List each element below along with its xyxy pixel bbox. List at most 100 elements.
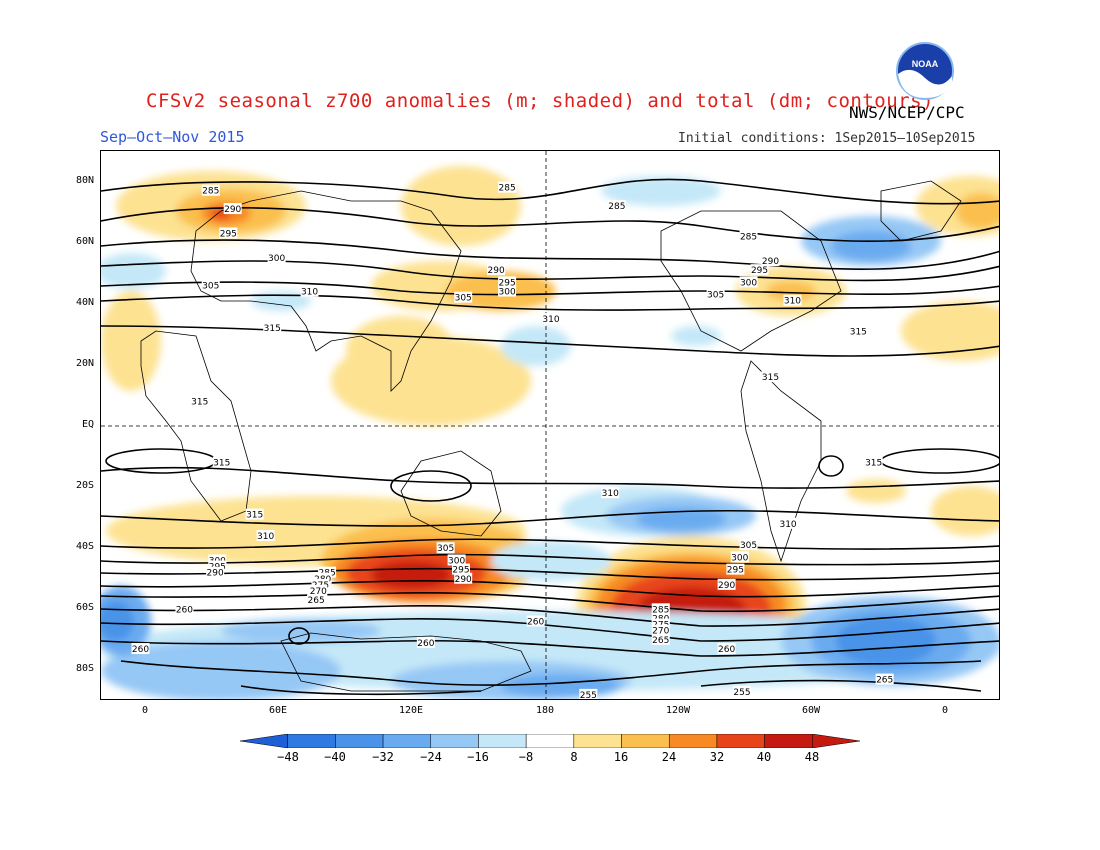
contour-label: 300 — [740, 278, 757, 288]
colorbar-segment — [764, 734, 813, 748]
contour-label: 310 — [542, 315, 559, 325]
contour-label-bg — [706, 288, 725, 300]
lat-label-20s: 20S — [75, 480, 94, 491]
contour-label-bg — [579, 688, 598, 699]
contour-label: 315 — [850, 327, 867, 337]
contour-label: 310 — [257, 532, 274, 542]
contour-label-bg — [300, 285, 319, 297]
contour-label-bg — [542, 313, 560, 325]
contour-label: 305 — [740, 541, 757, 551]
contour-label-bg — [223, 203, 242, 215]
contour-label: 315 — [762, 373, 779, 383]
contour-label: 295 — [727, 566, 744, 576]
colorbar-label-minus48: −48 — [277, 750, 299, 764]
colorbar-arrow-right — [812, 734, 860, 748]
contour-label: 260 — [132, 645, 149, 655]
lon-label-60w: 60W — [801, 705, 821, 716]
colorbar-label-minus24: −24 — [420, 750, 442, 764]
contour-label-bg — [498, 276, 517, 288]
contour-label-bg — [201, 279, 220, 291]
contour-label: 290 — [762, 257, 779, 267]
contour-label: 265 — [652, 636, 669, 646]
contour-label-bg — [739, 230, 758, 242]
contour-label: 255 — [580, 691, 597, 700]
lat-label-60s: 60S — [75, 602, 94, 613]
contour-label-bg — [452, 563, 470, 575]
contour-label-bg — [208, 560, 227, 572]
contour-label-bg — [219, 227, 238, 239]
contour-label: 290 — [718, 581, 735, 591]
contour-label-bg — [651, 612, 670, 624]
lat-label-80n: 80N — [75, 175, 94, 186]
contour-label-bg — [849, 325, 868, 337]
contour-label: 290 — [455, 575, 472, 585]
lon-label-120e: 120E — [398, 705, 424, 716]
contour-label: 285 — [499, 184, 516, 194]
contour-label-bg — [875, 673, 894, 685]
contour-label-bg — [447, 554, 466, 566]
contour-label-bg — [526, 615, 545, 627]
contour-label-bg — [717, 578, 736, 590]
contour-label-bg — [498, 181, 517, 193]
colorbar-label-24: 24 — [661, 750, 677, 764]
colorbar-segment — [573, 734, 622, 748]
contour-label-bg — [726, 563, 745, 575]
colorbar-label-minus40: −40 — [324, 750, 346, 764]
contour-label: 290 — [207, 569, 224, 579]
colorbar — [240, 734, 860, 748]
contour-label-bg — [201, 184, 220, 196]
noaa-logo: NOAA — [896, 42, 954, 100]
lat-label-60n: 60N — [75, 236, 94, 247]
contour-label-bg — [307, 594, 326, 606]
contour-label: 300 — [268, 254, 285, 264]
contour-label-bg — [607, 200, 626, 211]
contour-label: 290 — [224, 205, 241, 215]
colorbar-arrow-left — [240, 734, 288, 748]
contour-label: 260 — [176, 605, 193, 615]
contour-label-bg — [454, 572, 473, 584]
noaa-logo-text: NOAA — [912, 59, 939, 69]
contour-label-bg — [783, 294, 802, 306]
contour-label-bg — [651, 603, 670, 615]
contour-label-bg — [436, 542, 455, 554]
contour-label: 295 — [452, 566, 469, 576]
height-contours — [101, 178, 999, 696]
contour-label-bg — [651, 633, 670, 645]
map-canvas: 2852902953003053103152852852852902953003… — [101, 151, 999, 700]
contour-label: 290 — [488, 266, 505, 276]
contour-label: 260 — [417, 639, 434, 649]
contour-label: 260 — [718, 645, 735, 655]
season-label: Sep–Oct–Nov 2015 — [100, 128, 245, 146]
colorbar-label-48: 48 — [804, 750, 820, 764]
colorbar-label-40: 40 — [756, 750, 772, 764]
contour-label-bg — [864, 456, 883, 468]
contour-label-bg — [212, 456, 231, 468]
contour-label-bg — [732, 685, 751, 697]
lon-label-0-west: 0 — [141, 705, 149, 716]
contour-label: 310 — [779, 520, 796, 530]
agency-label: NWS/NCEP/CPC — [849, 103, 965, 122]
contour-label: 315 — [191, 398, 208, 408]
colorbar-segment — [668, 734, 718, 748]
contour-label-bg — [131, 643, 150, 655]
contour-label-bg — [750, 264, 769, 276]
contour-label: 310 — [784, 297, 801, 307]
contour-label: 265 — [876, 676, 893, 686]
lon-label-60e: 60E — [268, 705, 288, 716]
lon-label-120w: 120W — [665, 705, 691, 716]
contour-label: 260 — [527, 618, 544, 628]
contour-label-bg — [313, 572, 332, 584]
contour-label-bg — [454, 291, 473, 303]
contour-label-bg — [739, 539, 758, 551]
contour-label-bg — [487, 264, 506, 276]
colorbar-label-minus8: −8 — [518, 750, 534, 764]
colorbar-segment — [621, 734, 670, 748]
contour-label: 315 — [264, 324, 281, 334]
contour-label-bg — [498, 285, 517, 297]
contour-label-bg — [311, 578, 330, 590]
map-frame: 285 290 295 300 305 310 315 285 285 285 290 295 300 3… — [100, 150, 1000, 700]
contour-label-bg — [318, 566, 337, 578]
contour-label-bg — [416, 636, 435, 648]
contour-label-bg — [263, 322, 282, 334]
contour-label: 265 — [308, 596, 325, 606]
